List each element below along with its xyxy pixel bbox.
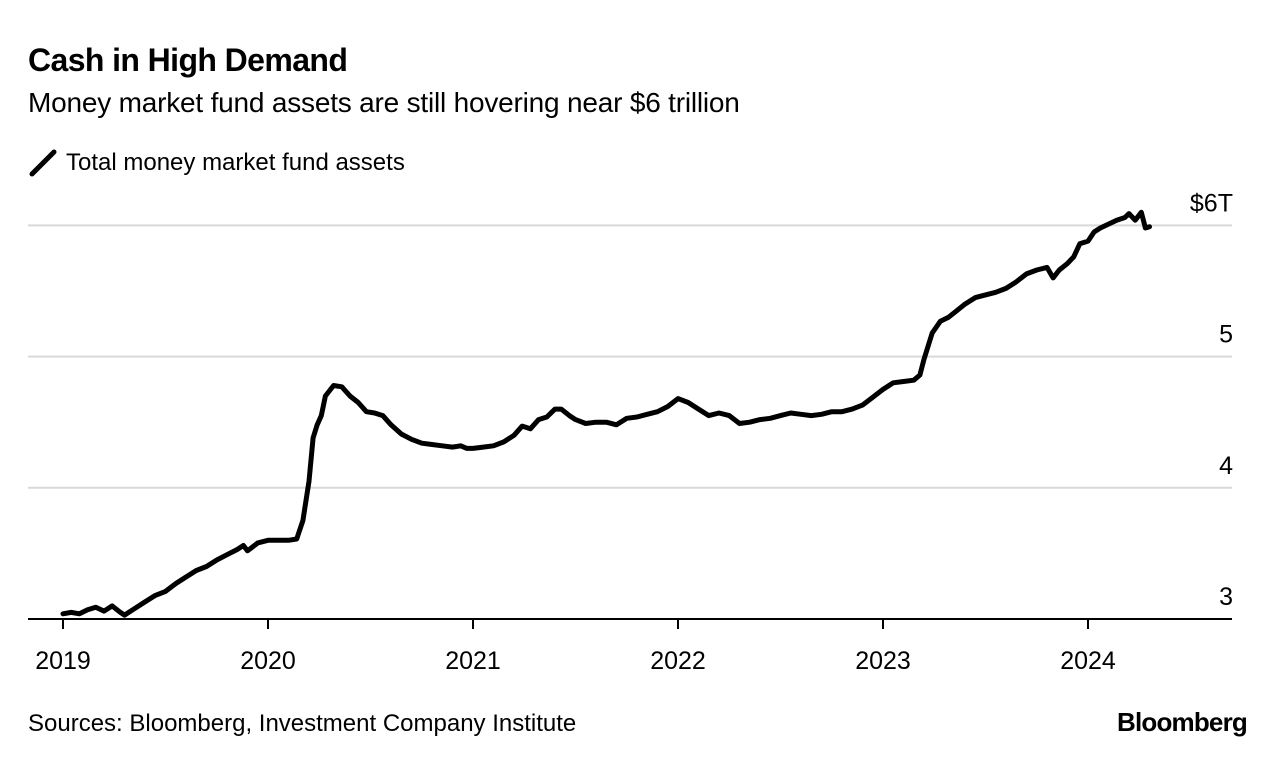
- x-tick-label-2020: 2020: [240, 647, 296, 675]
- source-note: Sources: Bloomberg, Investment Company I…: [28, 710, 577, 737]
- series-layer: [60, 209, 1152, 618]
- gridlines: [28, 224, 1232, 489]
- x-tick-label-2023: 2023: [855, 647, 911, 675]
- legend-line-icon: [29, 149, 57, 177]
- y-tick-label-5: 5: [1219, 321, 1233, 349]
- y-axis-labels: 3 4 5 $6T: [1190, 189, 1233, 611]
- chart-title: Cash in High Demand: [28, 42, 348, 78]
- bloomberg-logo: Bloomberg: [1116, 707, 1248, 737]
- chart-subtitle: Money market fund assets are still hover…: [28, 87, 740, 118]
- series-line-total-money-market-fund-assets: [60, 209, 1152, 618]
- x-tick-label-2024: 2024: [1060, 647, 1116, 675]
- x-tick-label-2022: 2022: [650, 647, 706, 675]
- y-tick-label-6: $6T: [1190, 189, 1233, 217]
- y-tick-label-3: 3: [1219, 583, 1233, 611]
- x-tick-label-2019: 2019: [35, 647, 91, 675]
- x-axis: 2019 2020 2021 2022 2023 2024: [28, 618, 1232, 675]
- legend: Total money market fund assets: [28, 146, 405, 180]
- y-tick-label-4: 4: [1219, 452, 1233, 480]
- x-tick-label-2021: 2021: [445, 647, 501, 675]
- legend-label: Total money market fund assets: [66, 149, 405, 176]
